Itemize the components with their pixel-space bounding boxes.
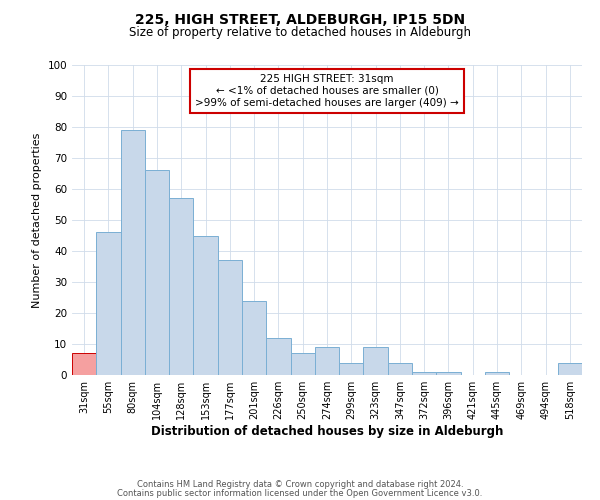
Bar (412, 372, 436, 375)
Bar (96, 232, 121, 375)
Bar (558, 362, 582, 375)
Bar (218, 260, 242, 375)
Text: 225 HIGH STREET: 31sqm
← <1% of detached houses are smaller (0)
>99% of semi-det: 225 HIGH STREET: 31sqm ← <1% of detached… (195, 74, 459, 108)
Bar (121, 130, 145, 375)
Bar (145, 170, 169, 375)
Bar (388, 362, 412, 375)
Text: Contains HM Land Registry data © Crown copyright and database right 2024.: Contains HM Land Registry data © Crown c… (137, 480, 463, 489)
Bar (436, 372, 461, 375)
Y-axis label: Number of detached properties: Number of detached properties (32, 132, 42, 308)
Text: 225, HIGH STREET, ALDEBURGH, IP15 5DN: 225, HIGH STREET, ALDEBURGH, IP15 5DN (135, 12, 465, 26)
Text: Size of property relative to detached houses in Aldeburgh: Size of property relative to detached ho… (129, 26, 471, 39)
Bar (72, 354, 96, 375)
Bar (193, 236, 218, 375)
Bar (290, 354, 315, 375)
Bar (339, 362, 364, 375)
Bar (485, 372, 509, 375)
Text: Contains public sector information licensed under the Open Government Licence v3: Contains public sector information licen… (118, 488, 482, 498)
Bar (364, 347, 388, 375)
Bar (315, 347, 339, 375)
Bar (169, 198, 193, 375)
Bar (266, 338, 290, 375)
Bar (242, 300, 266, 375)
X-axis label: Distribution of detached houses by size in Aldeburgh: Distribution of detached houses by size … (151, 425, 503, 438)
